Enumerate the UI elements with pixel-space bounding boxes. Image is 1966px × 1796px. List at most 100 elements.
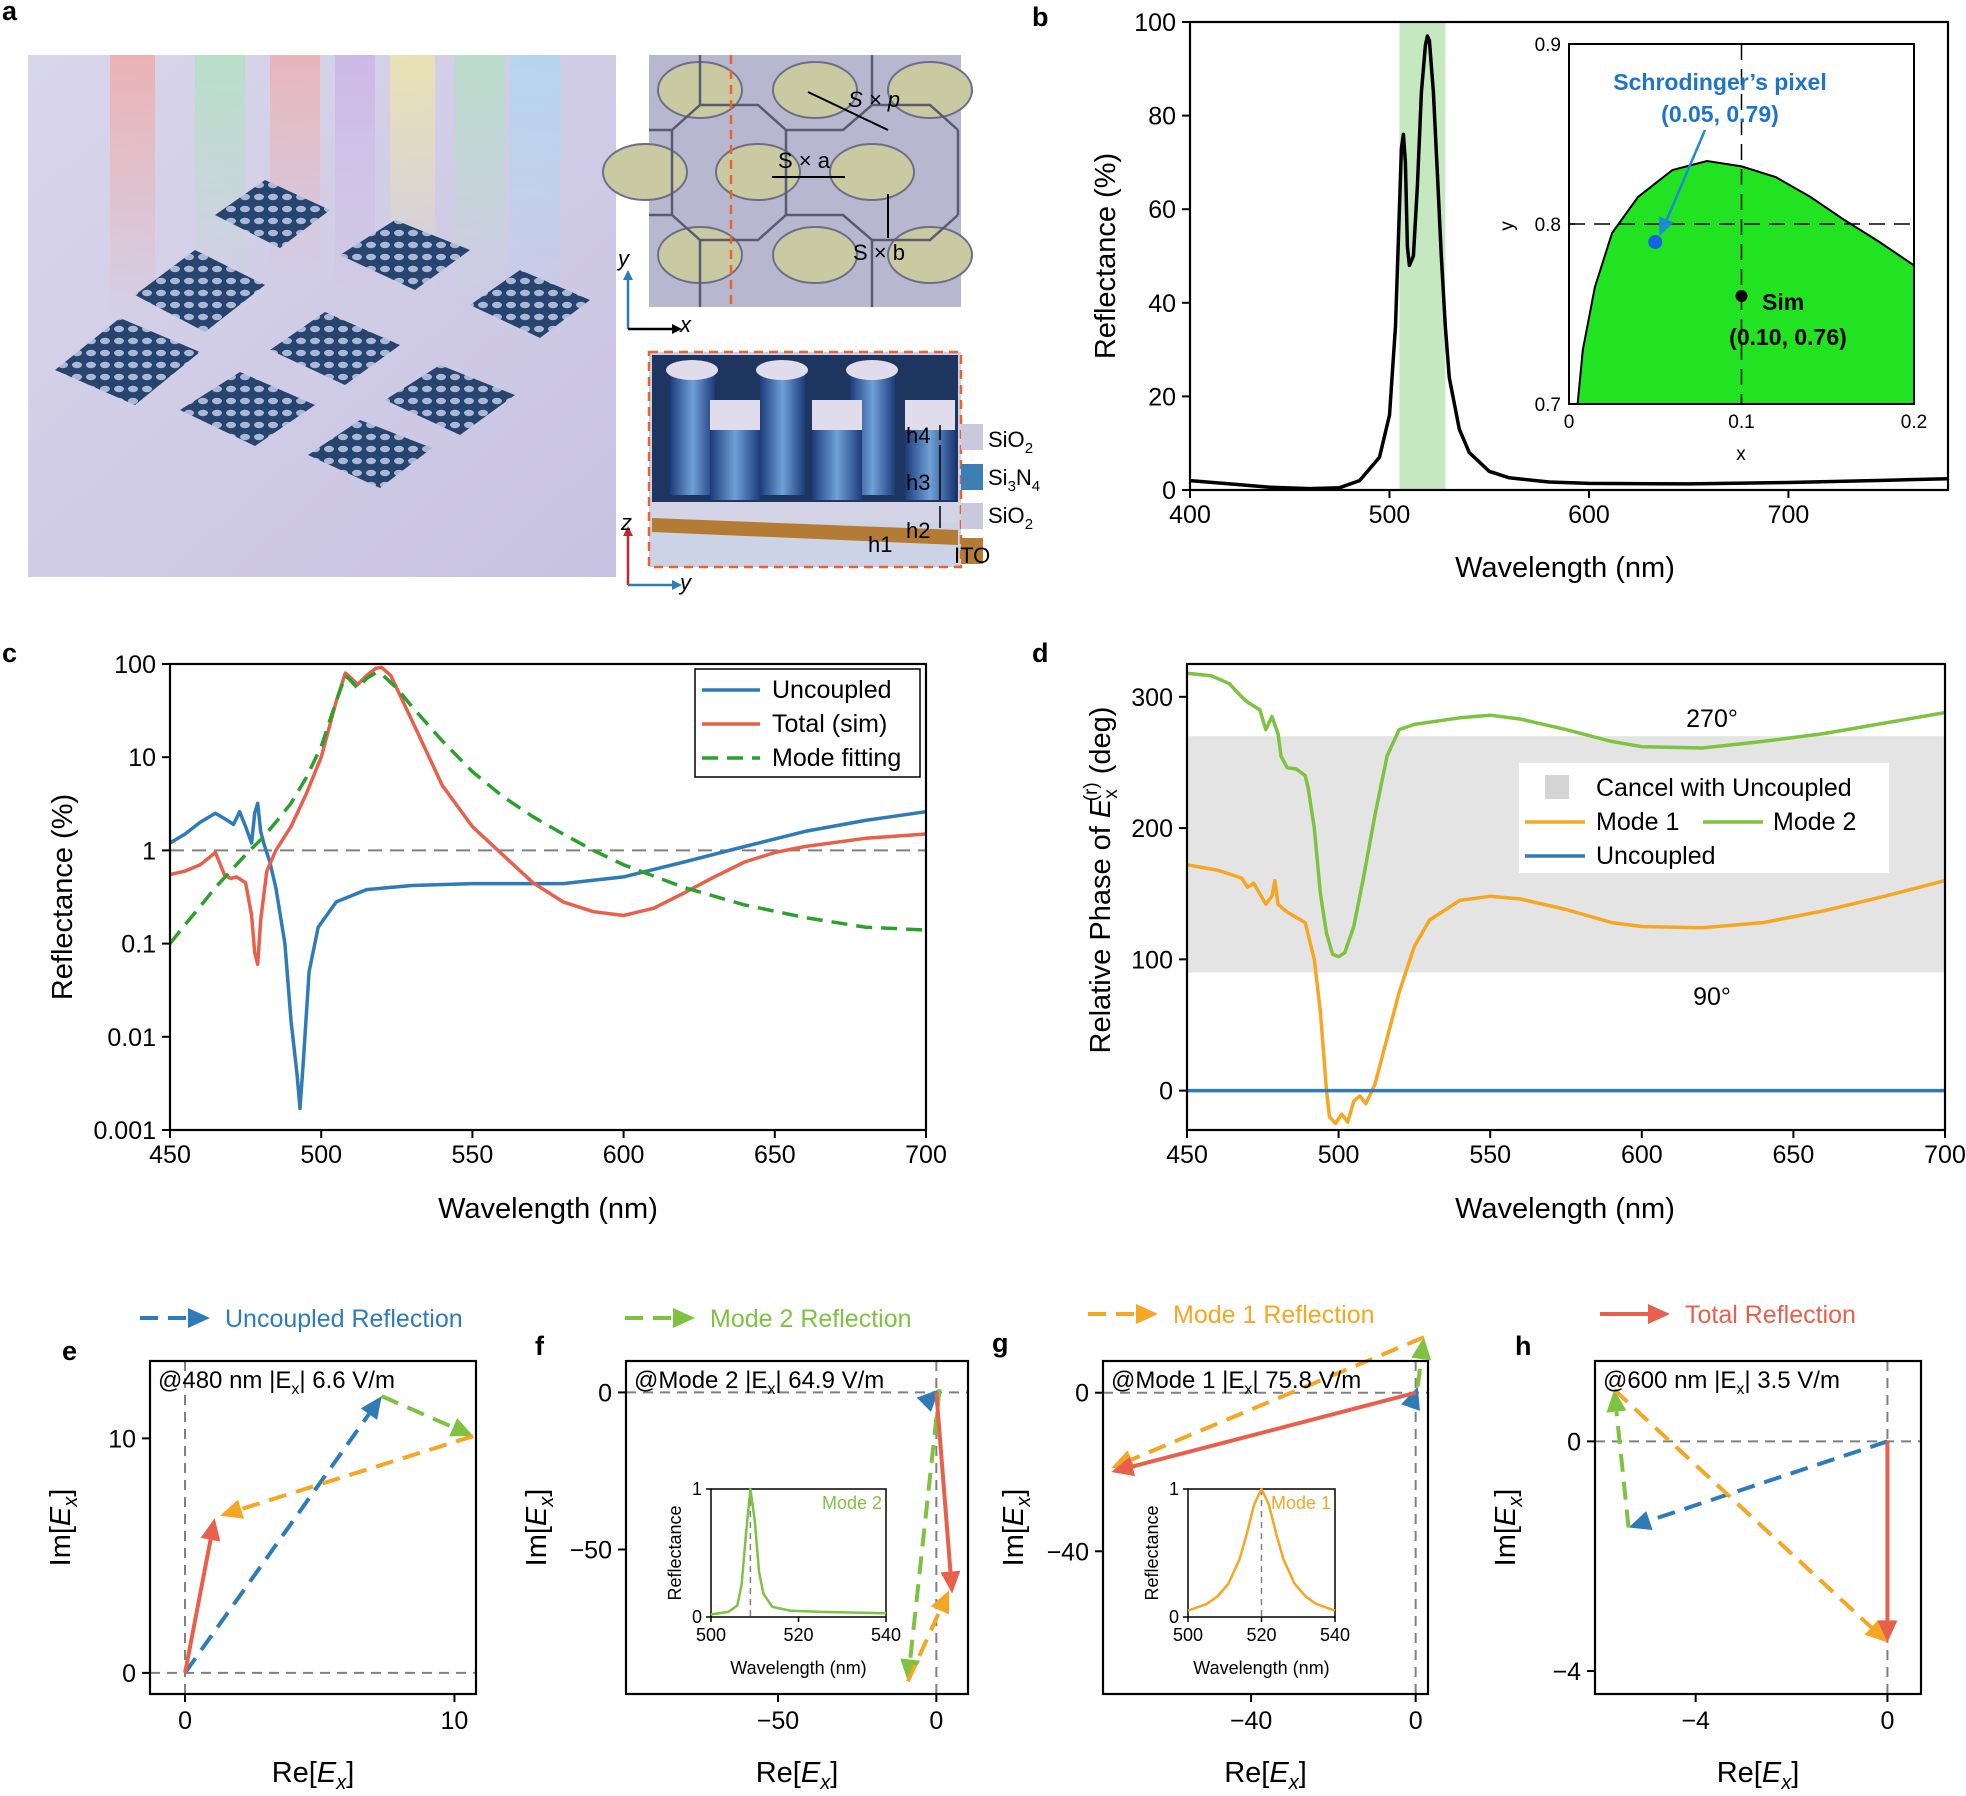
panel-d-ytick-label: 300 bbox=[1131, 684, 1173, 712]
panel-b-ylabel: Reflectance (%) bbox=[1090, 153, 1122, 359]
panel-d-xtick-label: 700 bbox=[1924, 1141, 1966, 1169]
panel-c-legend: Uncoupled Total (sim) Mode fitting bbox=[694, 668, 921, 778]
band-label-270: 270° bbox=[1686, 705, 1738, 733]
panel-c-ytick-label: 10 bbox=[128, 744, 156, 772]
panel-b-ytick-label: 20 bbox=[1148, 383, 1176, 411]
xtick-label: −40 bbox=[1230, 1707, 1272, 1735]
panel-b-xtick-label: 600 bbox=[1568, 501, 1610, 529]
mode2-arrow-shaft bbox=[1614, 1411, 1631, 1528]
panel-c-log-reflectance-chart: 450 500 550 600 650 700 0.001 0.01 0.1 1 10 100 Wav… bbox=[47, 651, 947, 1225]
inset-xtick-label: 500 bbox=[1173, 1625, 1203, 1645]
panel-title: Mode 2 Reflection bbox=[710, 1305, 912, 1333]
uncoupled-arrow-head bbox=[1628, 1511, 1653, 1531]
xlabel: Re[Ex] bbox=[1224, 1757, 1307, 1794]
panel-frame bbox=[1101, 1359, 1430, 1696]
total-arrow-head bbox=[940, 1570, 961, 1594]
panel-title: Uncoupled Reflection bbox=[225, 1305, 463, 1333]
inset-ytick-label: 1 bbox=[1169, 1479, 1179, 1499]
panel-d-ytick-label: 200 bbox=[1131, 815, 1173, 843]
inset-spectrum-line bbox=[1187, 1487, 1336, 1612]
material-swatch-si3n4 bbox=[961, 464, 983, 490]
xtick-label: 0 bbox=[929, 1707, 943, 1735]
reflectance-line bbox=[1189, 34, 1949, 491]
cie-xtick-label: 0 bbox=[1564, 412, 1575, 433]
lattice-label-b: S × b bbox=[853, 240, 905, 265]
cie-ylabel: y bbox=[1497, 221, 1518, 231]
panel-c-ytick-label: 0.01 bbox=[107, 1024, 156, 1052]
total-arrow-shaft bbox=[934, 1392, 953, 1572]
panel-d-xtick-label: 550 bbox=[1469, 1141, 1511, 1169]
mode-fitting-line bbox=[168, 671, 927, 945]
material-si3n4: Si3N4 bbox=[988, 465, 1040, 495]
xlabel: Re[Ex] bbox=[272, 1757, 355, 1794]
inset-mode-label: Mode 1 bbox=[1271, 1493, 1331, 1513]
panel-d-legend: Cancel with Uncoupled Mode 1 Mode 2 Unco… bbox=[1519, 763, 1889, 873]
ytick-label: 0 bbox=[1567, 1428, 1581, 1456]
panel-b-ytick-label: 100 bbox=[1134, 9, 1176, 37]
title-arrow-head bbox=[1136, 1304, 1158, 1324]
field-annotation: @Mode 2 |Ex| 64.9 V/m bbox=[634, 1367, 884, 1398]
height-h4: h4 bbox=[906, 423, 930, 448]
axis-x-label: x bbox=[679, 312, 692, 337]
total-arrow-head bbox=[1111, 1456, 1136, 1477]
panel-title: Mode 1 Reflection bbox=[1173, 1301, 1375, 1329]
ytick-label: −40 bbox=[1047, 1538, 1089, 1566]
material-swatch-ito bbox=[961, 538, 983, 564]
legend-mode2: Mode 2 bbox=[1773, 808, 1856, 836]
sim-coords: (0.10, 0.76) bbox=[1729, 324, 1847, 350]
field-annotation: @480 nm |Ex| 6.6 V/m bbox=[158, 1367, 395, 1398]
total-sim-line bbox=[169, 665, 927, 967]
panel-label-g: g bbox=[992, 1328, 1009, 1358]
inset-frame bbox=[1187, 1488, 1336, 1618]
cross-section-view: h4 h3 h2 h1 SiO2 Si3N4 SiO2 ITO bbox=[647, 350, 1040, 569]
ylabel: Im[Ex] bbox=[1490, 1489, 1527, 1567]
title-arrow-icon bbox=[1088, 1304, 1158, 1324]
title-arrow-icon bbox=[625, 1308, 695, 1328]
inset-xtick-label: 520 bbox=[783, 1625, 813, 1645]
mode2-line bbox=[1186, 671, 1946, 959]
mode1-arrow-head bbox=[1864, 1620, 1888, 1643]
legend-uncoupled: Uncoupled bbox=[1596, 842, 1716, 870]
inset-ylabel: Reflectance bbox=[665, 1505, 685, 1600]
mode2-arrow-head bbox=[1606, 1389, 1627, 1413]
zy-axes-indicator: z y bbox=[620, 510, 693, 595]
mode2-arrow-shaft bbox=[1415, 1358, 1424, 1388]
panel-b-ytick-label: 40 bbox=[1148, 290, 1176, 318]
total-arrow-shaft bbox=[183, 1539, 213, 1674]
panel-title: Total Reflection bbox=[1685, 1301, 1856, 1329]
uncoupled-arrow-head bbox=[360, 1396, 382, 1420]
xtick-label: −50 bbox=[757, 1707, 799, 1735]
ytick-label: 0 bbox=[122, 1660, 136, 1688]
material-swatch-sio2-bottom bbox=[961, 503, 983, 529]
panel-c-ytick-label: 0.001 bbox=[93, 1117, 156, 1145]
xtick-label: −4 bbox=[1681, 1707, 1710, 1735]
ylabel: Im[Ex] bbox=[521, 1489, 558, 1567]
ytick-label: −4 bbox=[1552, 1658, 1581, 1686]
cie-xtick-label: 0.1 bbox=[1728, 412, 1754, 433]
uncoupled-arrow-shaft bbox=[183, 1412, 371, 1675]
panel-d-xtick-label: 600 bbox=[1621, 1141, 1663, 1169]
mode2-arrow-head bbox=[900, 1658, 921, 1682]
inset-ytick-label: 0 bbox=[1169, 1607, 1179, 1627]
total-arrow-head bbox=[200, 1518, 221, 1542]
panel-c-xlabel: Wavelength (nm) bbox=[438, 1193, 658, 1225]
xtick-label: 0 bbox=[178, 1707, 192, 1735]
panel-frame bbox=[1593, 1359, 1923, 1696]
mode1-arrow-head bbox=[220, 1499, 245, 1519]
cie-inset: 0 0.1 0.2 0.7 0.8 0.9 x y Schrodinger’s pixel… bbox=[1497, 35, 1927, 465]
inset-xtick-label: 540 bbox=[871, 1625, 901, 1645]
legend-mode1: Mode 1 bbox=[1596, 808, 1679, 836]
xlabel: Re[Ex] bbox=[756, 1757, 839, 1794]
mode2-arrow-head bbox=[449, 1418, 474, 1437]
panel-label-f: f bbox=[535, 1331, 545, 1361]
panel-d-xtick-label: 450 bbox=[1166, 1141, 1208, 1169]
ytick-label: −50 bbox=[570, 1536, 612, 1564]
mode1-arrow-shaft bbox=[240, 1434, 474, 1512]
panel-d-ytick-label: 0 bbox=[1159, 1078, 1173, 1106]
inset-xtick-label: 540 bbox=[1320, 1625, 1350, 1645]
panel-d-xtick-label: 500 bbox=[1318, 1141, 1360, 1169]
field-annotation: @600 nm |Ex| 3.5 V/m bbox=[1603, 1367, 1840, 1398]
title-arrow-icon bbox=[1600, 1304, 1670, 1324]
panel-d-xlabel: Wavelength (nm) bbox=[1455, 1193, 1675, 1225]
